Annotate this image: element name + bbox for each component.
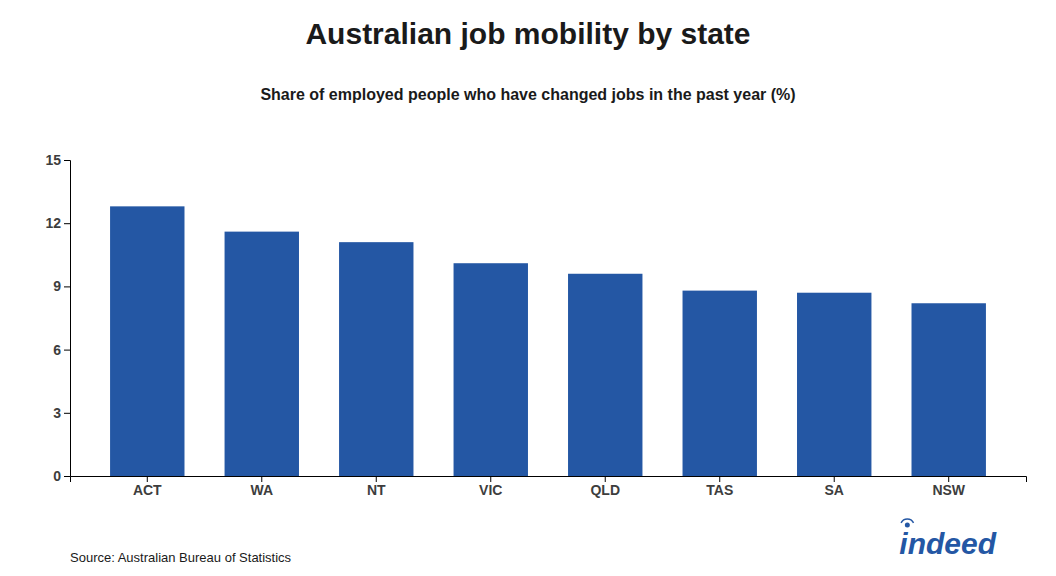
logo-text: indeed (899, 527, 996, 560)
logo: indeed (899, 519, 996, 560)
logo-dot (905, 523, 910, 528)
y-tick-label: 3 (53, 405, 61, 421)
logo-arc (901, 519, 913, 523)
x-tick: TAS (706, 476, 733, 498)
y-axis-line (64, 161, 71, 477)
y-axis: 0 3 6 9 12 15 (45, 152, 70, 484)
x-tick-label: QLD (590, 482, 620, 498)
bar (454, 263, 528, 476)
subtitle: Share of employed people who have change… (260, 86, 795, 103)
bar (797, 293, 871, 476)
x-tick-label: TAS (706, 482, 733, 498)
x-tick-label: NSW (932, 482, 965, 498)
bars (110, 206, 986, 476)
chart-svg: Australian job mobility by state Share of… (0, 0, 1056, 576)
x-tick: SA (825, 476, 844, 498)
x-tick: WA (250, 476, 273, 498)
x-axis-line (71, 477, 1027, 483)
chart-container: Australian job mobility by state Share of… (0, 0, 1056, 576)
y-tick-label: 0 (53, 468, 61, 484)
y-tick-label: 9 (53, 278, 61, 294)
bar (912, 303, 986, 476)
x-tick-label: NT (367, 482, 386, 498)
x-tick: NSW (932, 476, 965, 498)
y-tick: 6 (53, 342, 70, 358)
x-tick-label: WA (250, 482, 273, 498)
x-tick: VIC (479, 476, 502, 498)
y-tick: 9 (53, 278, 70, 294)
bar (683, 291, 757, 476)
y-tick-mark (64, 413, 70, 414)
y-tick: 12 (45, 215, 70, 231)
x-tick: NT (367, 476, 386, 498)
y-tick-mark (64, 286, 70, 287)
bar (225, 232, 299, 476)
y-tick: 15 (45, 152, 70, 168)
x-tick-label: SA (825, 482, 844, 498)
y-tick-label: 6 (53, 342, 61, 358)
x-tick: QLD (590, 476, 620, 498)
y-tick-label: 12 (45, 215, 61, 231)
bar (339, 242, 413, 476)
y-tick-label: 15 (45, 152, 61, 168)
x-tick: ACT (133, 476, 162, 498)
bar (110, 206, 184, 476)
y-tick: 0 (53, 468, 70, 484)
y-tick-mark (64, 160, 70, 161)
y-tick-mark (64, 223, 70, 224)
x-tick-label: VIC (479, 482, 502, 498)
bar (568, 274, 642, 476)
x-axis: ACT WA NT VIC QLD TAS SA NSW (71, 476, 1027, 498)
source: Source: Australian Bureau of Statistics (70, 550, 292, 565)
x-tick-label: ACT (133, 482, 162, 498)
plot-area: 0 3 6 9 12 15 ACT WA NT VIC QLD TAS SA NSW (45, 152, 1026, 498)
y-tick-mark (64, 476, 70, 477)
y-tick-mark (64, 350, 70, 351)
y-tick: 3 (53, 405, 70, 421)
title: Australian job mobility by state (305, 17, 750, 50)
